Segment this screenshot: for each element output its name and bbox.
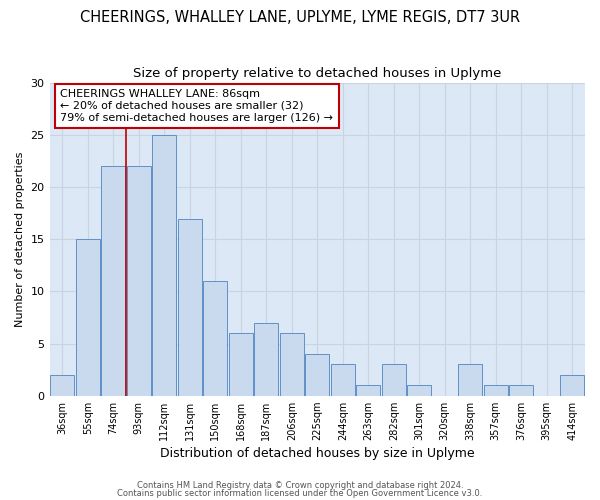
Bar xyxy=(484,386,508,396)
Bar xyxy=(331,364,355,396)
Bar xyxy=(203,281,227,396)
Bar xyxy=(382,364,406,396)
Bar xyxy=(152,135,176,396)
Bar xyxy=(280,333,304,396)
Text: CHEERINGS WHALLEY LANE: 86sqm
← 20% of detached houses are smaller (32)
79% of s: CHEERINGS WHALLEY LANE: 86sqm ← 20% of d… xyxy=(60,90,333,122)
X-axis label: Distribution of detached houses by size in Uplyme: Distribution of detached houses by size … xyxy=(160,447,475,460)
Y-axis label: Number of detached properties: Number of detached properties xyxy=(15,152,25,327)
Bar xyxy=(305,354,329,396)
Bar xyxy=(178,218,202,396)
Bar xyxy=(560,375,584,396)
Text: Contains public sector information licensed under the Open Government Licence v3: Contains public sector information licen… xyxy=(118,488,482,498)
Bar xyxy=(458,364,482,396)
Bar xyxy=(407,386,431,396)
Text: CHEERINGS, WHALLEY LANE, UPLYME, LYME REGIS, DT7 3UR: CHEERINGS, WHALLEY LANE, UPLYME, LYME RE… xyxy=(80,10,520,25)
Bar xyxy=(76,240,100,396)
Bar xyxy=(356,386,380,396)
Bar xyxy=(509,386,533,396)
Bar xyxy=(101,166,125,396)
Bar xyxy=(254,322,278,396)
Bar xyxy=(50,375,74,396)
Bar xyxy=(127,166,151,396)
Title: Size of property relative to detached houses in Uplyme: Size of property relative to detached ho… xyxy=(133,68,502,80)
Text: Contains HM Land Registry data © Crown copyright and database right 2024.: Contains HM Land Registry data © Crown c… xyxy=(137,481,463,490)
Bar xyxy=(229,333,253,396)
